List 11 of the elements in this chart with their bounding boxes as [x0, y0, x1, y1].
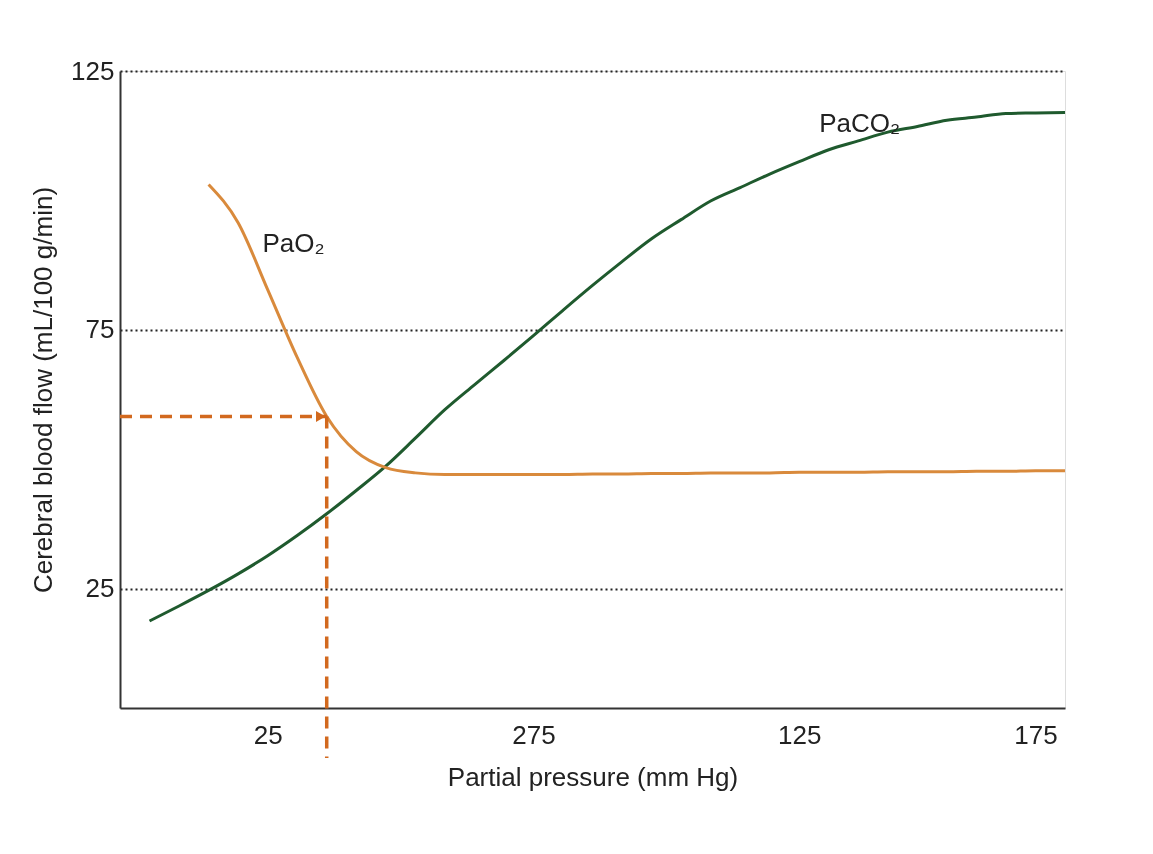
y-tick-label: 75 [85, 314, 115, 345]
series-label: PaO₂ [262, 228, 325, 259]
x-tick-label: 275 [512, 719, 556, 750]
series-label: PaCO₂ [819, 108, 901, 139]
y-axis-title: Cerebral blood flow (mL/100 g/min) [28, 186, 59, 594]
y-tick-label: 25 [85, 573, 115, 604]
x-tick-label: 25 [253, 719, 283, 750]
x-tick-label: 125 [778, 719, 822, 750]
y-tick-label: 125 [71, 55, 115, 86]
x-axis-title: Partial pressure (mm Hg) [447, 761, 739, 792]
x-tick-label: 175 [1014, 719, 1058, 750]
